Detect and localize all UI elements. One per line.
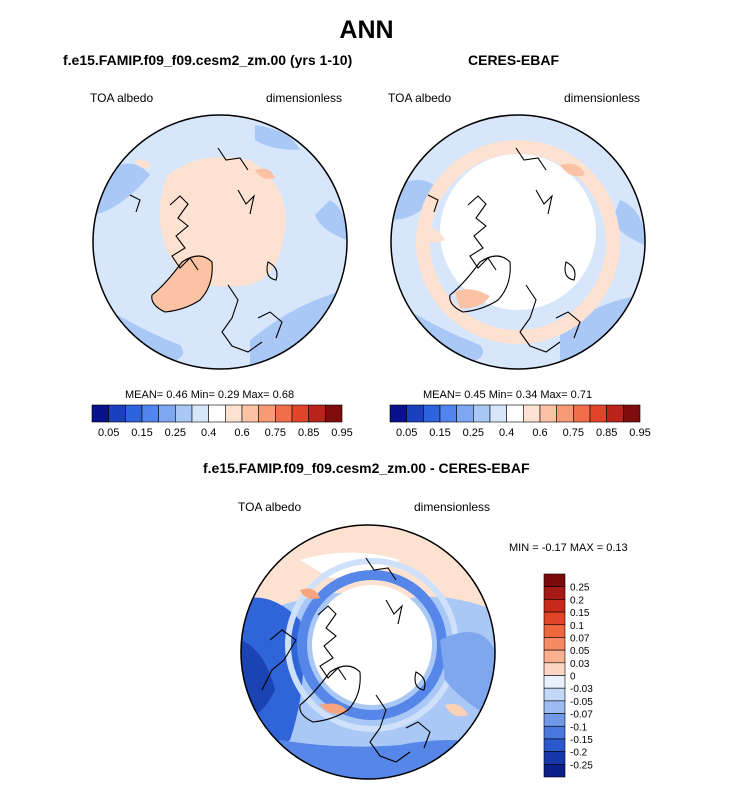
colorbar-1-swatch bbox=[258, 404, 276, 423]
panel-2-stats: MEAN= 0.45 Min= 0.34 Max= 0.71 bbox=[423, 389, 593, 401]
colorbar-1-tick-label: 0.6 bbox=[234, 427, 249, 439]
colorbar-2-tick-label: 0.6 bbox=[532, 427, 547, 439]
colorbar-3-swatch bbox=[543, 637, 566, 651]
colorbar-3-swatch bbox=[543, 611, 566, 626]
panel-3-title: f.e15.FAMIP.f09_f09.cesm2_zm.00 - CERES-… bbox=[203, 460, 530, 476]
panel-2-variable-label: TOA albedo bbox=[388, 91, 452, 105]
colorbar-3-tick-label: -0.05 bbox=[570, 697, 593, 708]
colorbar-2-swatch bbox=[506, 404, 524, 423]
colorbar-1-tick-label: 0.95 bbox=[331, 427, 352, 439]
colorbar-2-tick-label: 0.85 bbox=[596, 427, 617, 439]
colorbar-1-swatch bbox=[241, 404, 259, 423]
colorbar-3-tick-label: 0.03 bbox=[570, 659, 590, 670]
colorbar-2-swatch bbox=[439, 404, 457, 423]
colorbar-2-tick-label: 0.95 bbox=[629, 427, 650, 439]
colorbar-3-tick-label: 0.07 bbox=[570, 633, 590, 644]
colorbar-3-tick-label: 0.1 bbox=[570, 621, 584, 632]
panel-1-title: f.e15.FAMIP.f09_f09.cesm2_zm.00 (yrs 1-1… bbox=[63, 52, 353, 68]
colorbar-1-swatch bbox=[175, 404, 193, 423]
colorbar-3-tick-label: 0.05 bbox=[570, 646, 590, 657]
colorbar-1-tick-label: 0.25 bbox=[165, 427, 186, 439]
colorbar-2-swatch bbox=[523, 404, 541, 423]
colorbar-3-tick-label: -0.2 bbox=[570, 748, 588, 759]
panel-1-stats: MEAN= 0.46 Min= 0.29 Max= 0.68 bbox=[125, 389, 295, 401]
map-3-difference bbox=[240, 524, 496, 780]
colorbar-2-swatch bbox=[456, 404, 474, 423]
colorbar-3-swatch bbox=[543, 586, 566, 600]
colorbar-2-tick-label: 0.25 bbox=[463, 427, 484, 439]
colorbar-2-swatch bbox=[539, 404, 557, 423]
colorbar-1-tick-label: 0.75 bbox=[265, 427, 286, 439]
colorbar-2-swatch bbox=[573, 404, 591, 423]
colorbar-2-tick-label: 0.4 bbox=[499, 427, 514, 439]
colorbar-1-swatch bbox=[108, 404, 126, 423]
colorbar-1-swatch bbox=[275, 404, 293, 423]
colorbar-1-swatch bbox=[125, 404, 143, 423]
colorbar-3-swatch bbox=[543, 573, 566, 587]
map-1-model-albedo bbox=[92, 114, 348, 370]
colorbar-1-swatch bbox=[191, 404, 209, 423]
colorbar-3-swatch bbox=[543, 687, 566, 702]
colorbar-2-tick-label: 0.15 bbox=[429, 427, 450, 439]
colorbar-3: 0.250.2 0.15 0.10.07 0.05 0.03 0-0.03 -0.05 -0.… bbox=[543, 573, 593, 778]
colorbar-3-tick-label: -0.25 bbox=[570, 760, 593, 771]
colorbar-1-tick-label: 0.15 bbox=[131, 427, 152, 439]
colorbar-3-swatch bbox=[543, 725, 566, 740]
colorbar-1-swatch bbox=[308, 404, 326, 423]
colorbar-2-swatch bbox=[473, 404, 491, 423]
panel-3-stats: MIN = -0.17 MAX = 0.13 bbox=[509, 542, 628, 554]
colorbar-2-swatch bbox=[623, 404, 641, 423]
colorbar-1-swatch bbox=[225, 404, 243, 423]
colorbar-3-tick-label: -0.03 bbox=[570, 684, 593, 695]
colorbar-3-swatch bbox=[543, 713, 566, 727]
main-title: ANN bbox=[339, 16, 394, 44]
colorbar-2-swatch bbox=[589, 404, 607, 423]
colorbar-2-swatch bbox=[489, 404, 507, 423]
colorbar-1-swatch bbox=[158, 404, 176, 423]
colorbar-3-swatch bbox=[543, 751, 566, 765]
colorbar-1-tick-label: 0.4 bbox=[201, 427, 216, 439]
colorbar-2-swatch bbox=[606, 404, 624, 423]
panel-3-variable-label: TOA albedo bbox=[238, 500, 302, 514]
colorbar-3-tick-label: -0.1 bbox=[570, 722, 588, 733]
colorbar-1-tick-label: 0.85 bbox=[298, 427, 319, 439]
colorbar-3-swatch bbox=[543, 649, 566, 664]
colorbar-1-swatch bbox=[208, 404, 226, 423]
colorbar-2: 0.05 0.15 0.25 0.4 0.6 0.75 0.85 0.95 bbox=[389, 404, 651, 439]
panel-1-units-label: dimensionless bbox=[266, 91, 343, 105]
colorbar-2-swatch bbox=[423, 404, 441, 423]
colorbar-3-tick-label: 0.15 bbox=[570, 608, 590, 619]
colorbar-3-swatch bbox=[543, 624, 566, 638]
colorbar-2-tick-label: 0.05 bbox=[396, 427, 417, 439]
colorbar-2-swatch bbox=[406, 404, 424, 423]
colorbar-1-swatch bbox=[141, 404, 159, 423]
colorbar-3-tick-label: 0 bbox=[570, 672, 576, 683]
colorbar-3-swatch bbox=[543, 738, 566, 752]
panel-1-variable-label: TOA albedo bbox=[90, 91, 154, 105]
colorbar-1-swatch bbox=[291, 404, 309, 423]
colorbar-1-swatch bbox=[91, 404, 109, 423]
colorbar-3-swatch bbox=[543, 764, 566, 778]
colorbar-3-swatch bbox=[543, 662, 566, 676]
colorbar-3-swatch bbox=[543, 675, 566, 689]
colorbar-2-tick-label: 0.75 bbox=[563, 427, 584, 439]
colorbar-3-tick-label: -0.07 bbox=[570, 710, 593, 721]
colorbar-2-swatch bbox=[389, 404, 407, 423]
colorbar-3-tick-label: -0.15 bbox=[570, 735, 593, 746]
colorbar-1-swatch bbox=[325, 404, 343, 423]
panel-3-units-label: dimensionless bbox=[414, 500, 491, 514]
map-2-ceres-albedo bbox=[390, 114, 646, 370]
colorbar-3-swatch bbox=[543, 700, 566, 714]
colorbar-1: 0.05 0.15 0.25 0.4 0.6 0.75 0.85 0.95 bbox=[91, 404, 353, 439]
panel-2-title: CERES-EBAF bbox=[468, 52, 560, 68]
colorbar-3-tick-label: 0.2 bbox=[570, 595, 584, 606]
colorbar-3-tick-label: 0.25 bbox=[570, 583, 590, 594]
colorbar-2-swatch bbox=[556, 404, 574, 423]
panel-2-units-label: dimensionless bbox=[564, 91, 641, 105]
colorbar-1-tick-label: 0.05 bbox=[98, 427, 119, 439]
colorbar-3-swatch bbox=[543, 599, 566, 613]
